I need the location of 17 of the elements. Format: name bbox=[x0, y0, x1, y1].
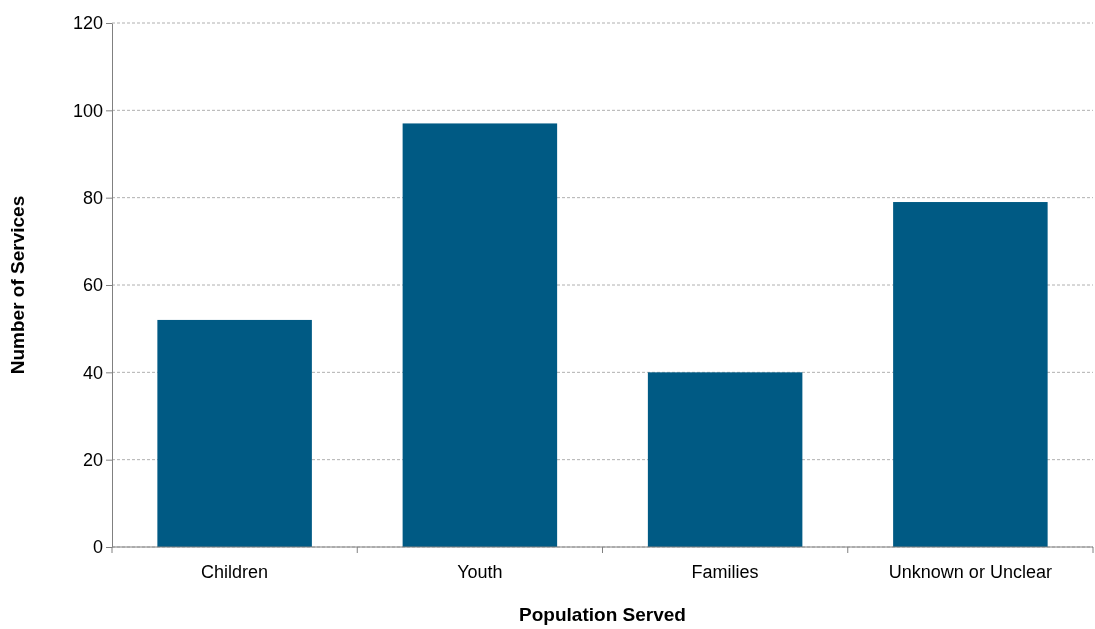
bar bbox=[893, 202, 1048, 547]
x-axis-title: Population Served bbox=[519, 604, 686, 625]
x-tick-label: Unknown or Unclear bbox=[888, 562, 1052, 582]
y-tick-label: 80 bbox=[82, 187, 103, 208]
y-tick-label: 0 bbox=[92, 537, 103, 558]
y-tick-label: 120 bbox=[72, 13, 103, 34]
bar bbox=[647, 372, 803, 547]
y-axis-title: Number of Services bbox=[7, 195, 28, 375]
x-tick-label: Children bbox=[201, 562, 269, 582]
x-tick-label: Youth bbox=[457, 562, 503, 582]
bar bbox=[157, 319, 312, 547]
y-tick-label: 20 bbox=[82, 449, 103, 470]
y-tick-label: 60 bbox=[82, 275, 103, 296]
bar bbox=[402, 123, 558, 547]
y-tick-label: 40 bbox=[82, 362, 103, 383]
x-tick-label: Families bbox=[691, 562, 759, 582]
y-tick-label: 100 bbox=[72, 100, 103, 121]
